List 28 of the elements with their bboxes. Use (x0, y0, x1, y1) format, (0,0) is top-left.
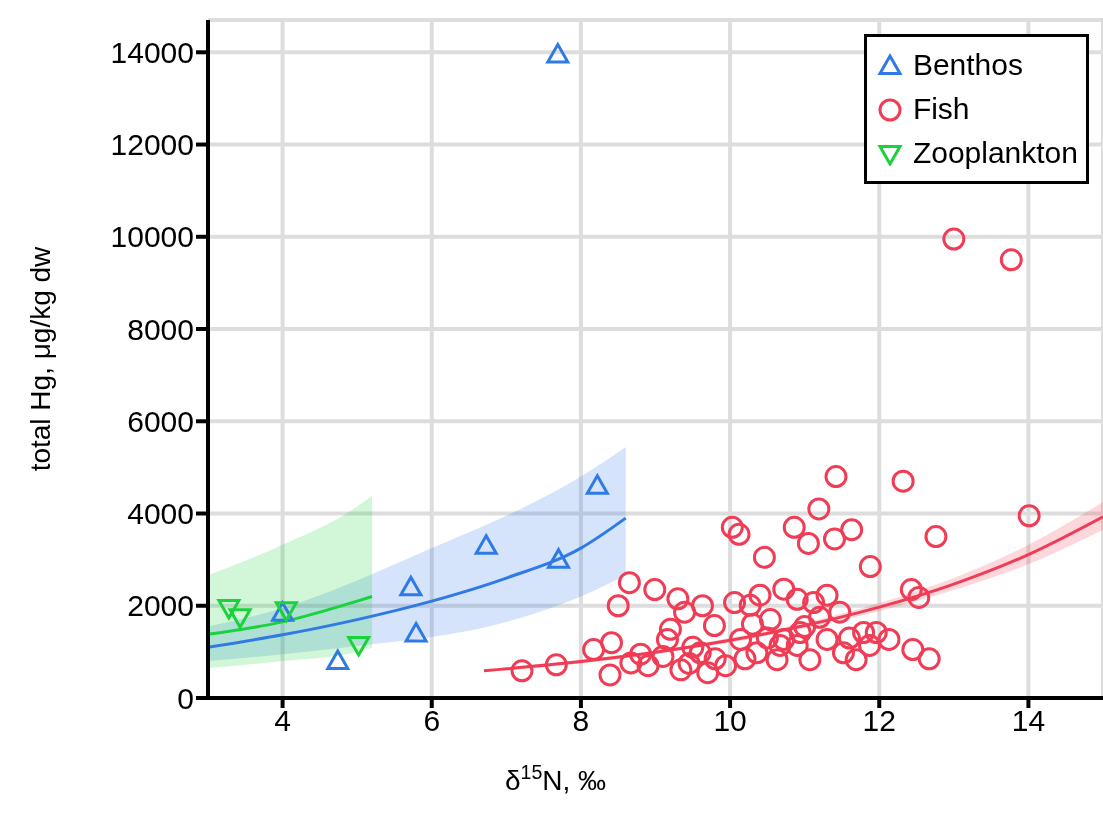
y-tick-label: 8000 (127, 312, 194, 346)
y-tick-label: 0 (177, 681, 194, 715)
x-tick-label: 6 (423, 704, 441, 738)
legend-label: Zooplankton (912, 135, 1078, 171)
y-tick-label: 2000 (127, 589, 194, 623)
x-tick-label: 14 (1011, 704, 1046, 738)
y-tick-label: 14000 (110, 35, 194, 69)
y-axis-title: total Hg, μg/kg dw (25, 245, 56, 472)
point (404, 621, 428, 643)
x-axis-title: δ$^{15}$N, ‰ (504, 761, 607, 796)
legend-label: Fish (912, 91, 970, 127)
point (546, 43, 570, 64)
point (547, 548, 571, 569)
point (326, 649, 350, 671)
x-tick-label: 10 (713, 704, 747, 738)
line-series (208, 516, 628, 649)
x-tick-label: 8 (572, 704, 590, 738)
point (399, 575, 423, 597)
line-series (208, 595, 374, 636)
x-tick-label: 4 (274, 704, 291, 738)
y-tick-label: 4000 (127, 497, 194, 531)
x-tick-label: 12 (862, 704, 896, 738)
point (585, 474, 609, 495)
y-tick-label: 6000 (127, 404, 194, 438)
legend-label: Benthos (912, 47, 1023, 83)
y-tick-label: 12000 (110, 128, 194, 162)
y-tick-label: 10000 (110, 220, 194, 254)
point (474, 534, 498, 555)
